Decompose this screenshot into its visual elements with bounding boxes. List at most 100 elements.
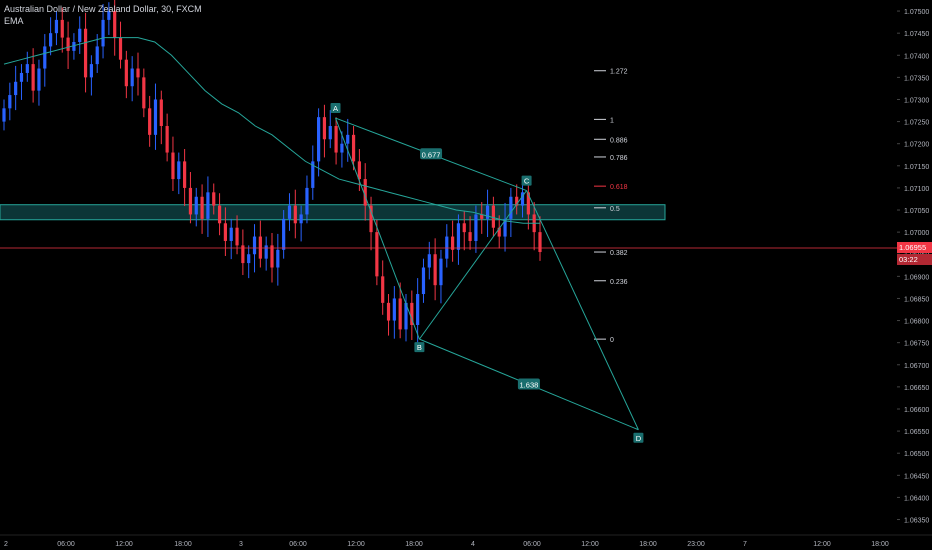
candle-body xyxy=(2,108,6,122)
price-tick-label: 1.06400 xyxy=(904,495,929,502)
candle-body xyxy=(89,64,93,78)
candle-body xyxy=(107,11,111,20)
fib-level-label: 1 xyxy=(610,117,614,124)
price-tick-label: 1.06700 xyxy=(904,363,929,370)
candle-body xyxy=(19,72,24,82)
price-axis[interactable]: 1.07500 1.07450 1.07400 1.07350 1.07300 1.072… xyxy=(897,9,929,525)
pattern-point-label: B xyxy=(417,343,422,352)
candle-body xyxy=(142,77,146,109)
candle-body xyxy=(212,192,216,206)
time-tick-label: 06:00 xyxy=(523,541,541,548)
bar-countdown-label: 03:22 xyxy=(897,254,932,265)
fib-level-label: 0 xyxy=(610,337,614,344)
current-price-label: 1.06955 xyxy=(897,242,932,253)
time-tick-label: 12:00 xyxy=(347,541,365,548)
price-tick-label: 1.06450 xyxy=(904,473,929,480)
fib-level-label: 1.272 xyxy=(610,69,628,76)
candle-body xyxy=(433,254,437,286)
candle-body xyxy=(153,99,158,135)
candle-body xyxy=(357,161,361,180)
candle-body xyxy=(346,134,350,144)
time-tick-label: 12:00 xyxy=(581,541,599,548)
candle-body xyxy=(159,99,163,127)
time-tick-label: 2 xyxy=(4,541,8,548)
candle-body xyxy=(491,205,495,228)
candle-body xyxy=(340,143,344,153)
pattern-point-badge xyxy=(521,175,532,186)
time-tick-label: 7 xyxy=(743,541,747,548)
candle-body xyxy=(520,192,525,206)
candle-body xyxy=(241,245,245,264)
candle-body xyxy=(404,302,408,330)
time-tick-label: 23:00 xyxy=(687,541,705,548)
pattern-ratio-badge xyxy=(517,378,540,390)
candle-body xyxy=(305,187,309,215)
pattern-leg-ab xyxy=(335,117,420,340)
candle-body xyxy=(293,205,297,224)
candle-body xyxy=(311,161,315,188)
pattern-ratio-label: 1.638 xyxy=(520,380,539,389)
price-tick-label: 1.06550 xyxy=(904,429,929,436)
pattern-point-badge xyxy=(414,342,425,353)
candle-body xyxy=(497,227,501,237)
candle-body xyxy=(130,68,134,87)
price-tick-label: 1.07000 xyxy=(904,230,929,237)
pattern-point-label: C xyxy=(524,177,530,186)
pattern-point-badge xyxy=(633,432,644,443)
candle-body xyxy=(421,267,426,295)
candle-body xyxy=(229,227,233,241)
candle-body xyxy=(171,152,175,180)
pattern-point-label: A xyxy=(333,104,338,113)
price-tick-label: 1.07500 xyxy=(904,9,929,16)
fib-level-label: 0.382 xyxy=(610,250,628,257)
candle-body xyxy=(509,196,513,219)
candle-body xyxy=(247,254,251,264)
candle-body xyxy=(200,196,204,219)
fib-level-label: 0.236 xyxy=(610,279,628,286)
candle-body xyxy=(101,19,105,47)
candle-body xyxy=(148,108,152,135)
price-tick-label: 1.07100 xyxy=(904,186,929,193)
candle-body xyxy=(31,64,35,91)
candle-body xyxy=(398,298,402,330)
candle-body xyxy=(392,298,396,321)
price-tick-label: 1.06900 xyxy=(904,274,929,281)
candle-body xyxy=(299,214,303,224)
fibonacci-levels[interactable]: 1.272 1 0.886 0.786 0.618 0.5 0.382 0.236 0 xyxy=(594,69,628,344)
candle-body xyxy=(317,117,321,162)
time-tick-label: 12:00 xyxy=(115,541,133,548)
indicator-label[interactable]: EMA xyxy=(4,16,24,26)
candle-body xyxy=(49,33,53,47)
candle-body xyxy=(177,161,181,180)
candle-body xyxy=(124,59,128,87)
candle-body xyxy=(451,236,455,250)
price-tick-label: 1.07450 xyxy=(904,31,929,38)
candle-body xyxy=(83,28,88,78)
candle-body xyxy=(416,294,420,325)
candle-body xyxy=(462,223,466,233)
candle-body xyxy=(136,68,140,78)
candle-body xyxy=(270,245,274,268)
candle-body xyxy=(66,37,70,51)
zone-rect xyxy=(0,204,666,221)
fib-level-label: 0.5 xyxy=(610,206,620,213)
price-tick-label: 1.07300 xyxy=(904,97,929,104)
candle-body xyxy=(95,46,99,65)
support-resistance-zone[interactable] xyxy=(0,204,666,221)
chart-title: Australian Dollar / New Zealand Dollar, … xyxy=(4,4,202,14)
price-tick-label: 1.06500 xyxy=(904,451,929,458)
price-tick-label: 1.06850 xyxy=(904,296,929,303)
candle-body xyxy=(427,254,431,268)
candle-body xyxy=(43,46,47,69)
candle-body xyxy=(252,236,257,255)
time-axis[interactable]: 2 06:00 12:00 18:00 3 06:00 12:00 18:00 4 06:00 12… xyxy=(0,534,932,548)
abcd-pattern[interactable]: A B C D 0.677 1.638 xyxy=(330,103,644,443)
time-tick-label: 06:00 xyxy=(289,541,307,548)
pattern-point-badge xyxy=(330,103,341,114)
candle-body xyxy=(375,232,379,277)
candle-body xyxy=(14,81,18,96)
candlestick-series xyxy=(2,0,542,344)
candle-body xyxy=(456,223,461,250)
candle-body xyxy=(8,95,12,109)
